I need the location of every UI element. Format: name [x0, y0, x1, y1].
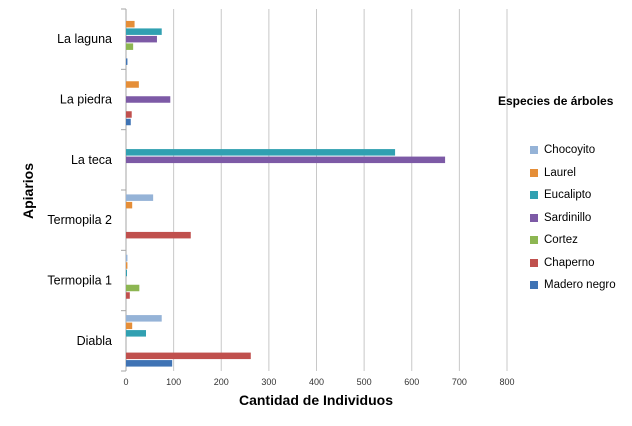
category-label: Termopila 1 — [47, 274, 112, 288]
x-axis-title: Cantidad de Individuos — [239, 392, 393, 408]
bar-eucalipto — [126, 269, 127, 277]
category-separators — [121, 8, 126, 372]
category-label: La teca — [71, 153, 112, 167]
legend-label: Madero negro — [544, 279, 616, 292]
legend-title: Especies de árboles — [498, 94, 614, 108]
legend-item: Eucalipto — [498, 184, 632, 207]
x-tick-label: 200 — [214, 377, 229, 387]
legend-label: Laurel — [544, 166, 576, 179]
legend-label: Cortez — [544, 234, 578, 247]
legend-swatch — [530, 213, 538, 222]
bar-laurel — [126, 201, 133, 209]
bar-chaperno — [126, 352, 251, 360]
bar-madero-negro — [126, 58, 128, 65]
legend-label: Sardinillo — [544, 211, 592, 224]
bar-sardinillo — [126, 156, 446, 164]
category-label: La laguna — [57, 32, 112, 46]
bar-chaperno — [126, 292, 130, 299]
legend-swatch — [530, 236, 538, 245]
bars — [126, 20, 446, 367]
category-label: Termopila 2 — [47, 213, 112, 227]
legend: Especies de árboles Chocoyito Laurel Eucal… — [498, 94, 632, 297]
legend-swatch — [530, 146, 538, 155]
legend-item: Laurel — [498, 162, 632, 185]
legend-item: Madero negro — [498, 274, 632, 297]
bar-chocoyito — [126, 254, 128, 262]
x-tick-label: 400 — [309, 377, 324, 387]
bar-madero-negro — [126, 118, 131, 126]
category-label: La piedra — [60, 93, 112, 107]
x-tick-label: 300 — [261, 377, 276, 387]
x-tick-label: 600 — [404, 377, 419, 387]
bar-laurel — [126, 20, 135, 28]
gridlines — [125, 9, 508, 371]
bar-chaperno — [126, 231, 191, 239]
legend-swatch — [530, 281, 538, 290]
legend-item: Cortez — [498, 229, 632, 252]
legend-swatch — [530, 258, 538, 267]
y-axis-title: Apiarios — [20, 163, 36, 219]
category-labels: La laguna La piedra La teca Termopila 2 Term… — [47, 32, 112, 348]
legend-label: Chocoyito — [544, 144, 596, 157]
bar-eucalipto — [126, 149, 396, 156]
x-tick-labels: 0 100 200 300 400 500 600 700 800 — [123, 377, 514, 387]
x-tick-label: 100 — [166, 377, 181, 387]
x-tick-label: 500 — [357, 377, 372, 387]
bar-laurel — [126, 262, 128, 269]
bar-cortez — [126, 43, 134, 50]
legend-label: Chaperno — [544, 256, 595, 269]
legend-item: Chocoyito — [498, 139, 632, 162]
legend-items: Chocoyito Laurel Eucalipto Sardinillo Cortez… — [498, 139, 632, 297]
legend-swatch — [530, 168, 538, 177]
legend-item: Sardinillo — [498, 207, 632, 230]
bar-laurel — [126, 322, 133, 330]
bar-eucalipto — [126, 28, 162, 35]
bar-laurel — [126, 81, 139, 88]
bar-madero-negro — [126, 360, 173, 367]
bar-chocoyito — [126, 194, 154, 201]
x-tick-label: 700 — [452, 377, 467, 387]
legend-swatch — [530, 191, 538, 200]
legend-item: Chaperno — [498, 252, 632, 275]
legend-label: Eucalipto — [544, 189, 592, 202]
x-tick-label: 0 — [123, 377, 128, 387]
bar-chocoyito — [126, 315, 162, 322]
bar-sardinillo — [126, 96, 171, 103]
category-label: Diabla — [77, 334, 112, 348]
bar-eucalipto — [126, 330, 147, 337]
x-tick-label: 800 — [499, 377, 514, 387]
bar-sardinillo — [126, 35, 157, 43]
bar-cortez — [126, 284, 140, 292]
bar-chaperno — [126, 111, 132, 118]
